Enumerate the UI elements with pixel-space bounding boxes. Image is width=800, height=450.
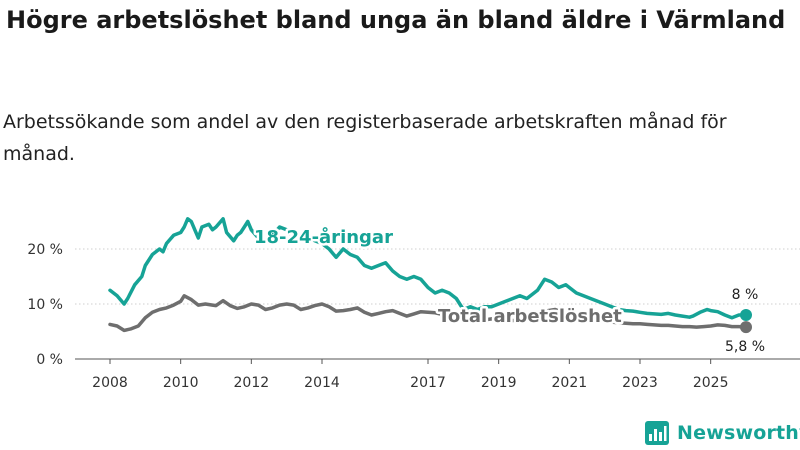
axis-ticks: 0 % 10 % 20 % 2008 2010 2012 2014 2017 2019 2021 2…	[27, 242, 728, 391]
x-tick-label: 2017	[410, 375, 446, 391]
series-end-point-0	[740, 309, 752, 321]
x-tick-label: 2019	[481, 375, 517, 391]
series-lines	[108, 217, 752, 334]
y-tick-label: 10 %	[27, 297, 63, 313]
chart-subtitle: Arbetssökande som andel av den registerb…	[3, 111, 727, 165]
brand-logo[interactable]: Newsworthy	[644, 418, 800, 448]
series-line-1	[108, 294, 748, 333]
x-tick-label: 2012	[234, 375, 270, 391]
grid-lines	[75, 248, 800, 360]
series-end-point-1	[740, 321, 752, 334]
series-end-label-1: 5,8 %	[725, 339, 765, 355]
series-name-label-1: Total arbetslöshet	[438, 306, 622, 327]
x-tick-label: 2014	[304, 375, 340, 391]
series-name-label-0: 18-24-åringar	[254, 226, 393, 248]
chart-title: Högre arbetslöshet bland unga än bland ä…	[6, 6, 786, 34]
series-labels: 18-24-åringar Total arbetslöshet 8 % 5,8 %	[252, 224, 766, 356]
x-tick-label: 2025	[693, 375, 729, 391]
bar-chart-logo-icon	[645, 421, 669, 445]
x-tick-label: 2010	[163, 375, 199, 391]
x-tick-label: 2021	[552, 375, 588, 391]
series-end-label-0: 8 %	[732, 287, 759, 303]
y-tick-label: 0 %	[36, 352, 63, 368]
series-line-0	[108, 217, 748, 320]
x-tick-label: 2008	[92, 375, 128, 391]
y-tick-label: 20 %	[27, 242, 63, 258]
x-tick-label: 2023	[622, 375, 658, 391]
brand-name: Newsworthy	[677, 422, 800, 444]
